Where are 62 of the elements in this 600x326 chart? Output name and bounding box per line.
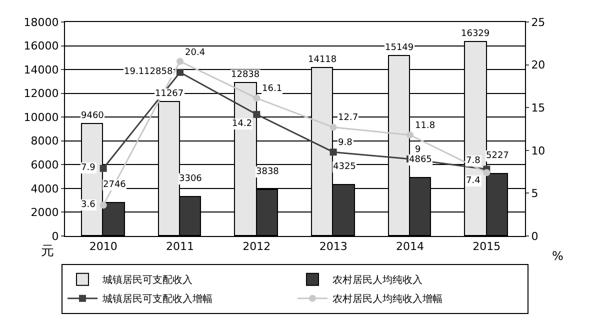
x-tick-label: 2010 bbox=[89, 240, 118, 254]
y-tick-label: 16000 bbox=[24, 40, 59, 53]
y-tick-label: 4000 bbox=[30, 182, 59, 196]
data-label: 11.8 bbox=[415, 121, 436, 131]
data-label: 2746 bbox=[103, 180, 126, 190]
data-label: 14118 bbox=[308, 55, 337, 65]
y2-tick-label: 20 bbox=[531, 58, 546, 72]
data-label: 9 bbox=[415, 145, 421, 155]
data-label: 11267 bbox=[155, 89, 184, 99]
data-label: 16329 bbox=[461, 29, 490, 39]
point bbox=[330, 148, 337, 156]
data-label: 7.9 bbox=[81, 163, 96, 173]
data-label: 4325 bbox=[333, 162, 356, 172]
y2-tick-label: 0 bbox=[531, 230, 538, 243]
legend-label: 农村居民人均纯收入增幅 bbox=[332, 293, 442, 306]
data-label: 15149 bbox=[385, 43, 414, 53]
data-label: 3306 bbox=[179, 174, 202, 184]
point bbox=[176, 58, 184, 65]
y2-tick-label: 5 bbox=[531, 187, 538, 200]
y2-tick-label: 25 bbox=[531, 16, 546, 29]
data-label: 14.2 bbox=[232, 119, 252, 129]
y-tick-label: 12000 bbox=[24, 87, 59, 100]
point bbox=[406, 131, 414, 138]
data-label: 4865 bbox=[409, 155, 432, 165]
data-label: 5227 bbox=[486, 151, 509, 161]
point bbox=[253, 94, 260, 102]
y-tick-label: 6000 bbox=[30, 158, 59, 172]
y2-axis-title: % bbox=[552, 249, 564, 263]
data-label: 12.7 bbox=[338, 113, 358, 123]
data-label: 7.8 bbox=[466, 156, 481, 166]
legend-label: 城镇居民可支配收入 bbox=[102, 274, 192, 286]
y-tick-label: 18000 bbox=[24, 16, 59, 29]
x-tick-label: 2012 bbox=[242, 240, 271, 254]
y-tick-label: 14000 bbox=[24, 63, 59, 76]
y-tick-label: 2000 bbox=[30, 206, 59, 220]
data-label: 3838 bbox=[256, 167, 280, 177]
data-label: 20.4 bbox=[185, 48, 206, 58]
data-label: 12838 bbox=[231, 70, 260, 80]
point bbox=[100, 164, 107, 172]
y-axis-title: 元 bbox=[41, 244, 54, 259]
data-label: 16.1 bbox=[262, 84, 282, 94]
point bbox=[100, 202, 107, 209]
x-tick-label: 2015 bbox=[472, 240, 501, 254]
y-tick-label: 10000 bbox=[24, 110, 59, 124]
data-label: 3.6 bbox=[81, 200, 96, 210]
point bbox=[253, 110, 260, 118]
legend-label: 城镇居民可支配收入增幅 bbox=[102, 293, 212, 306]
y-tick-label: 8000 bbox=[30, 134, 59, 148]
y-tick-label: 0 bbox=[52, 230, 59, 243]
point bbox=[483, 169, 490, 176]
y2-tick-label: 15 bbox=[531, 101, 546, 114]
x-tick-label: 2011 bbox=[166, 240, 194, 254]
legend-label: 农村居民人均纯收入 bbox=[332, 274, 422, 286]
y2-tick-label: 10 bbox=[531, 144, 546, 158]
point bbox=[176, 68, 184, 76]
data-label: 19.112858 bbox=[124, 67, 173, 77]
x-tick-label: 2013 bbox=[319, 240, 348, 254]
point bbox=[330, 124, 337, 131]
x-tick-label: 2014 bbox=[396, 240, 424, 254]
data-label: 9.8 bbox=[338, 138, 353, 148]
data-label: 9460 bbox=[81, 111, 104, 121]
data-label: 7.4 bbox=[466, 176, 481, 186]
